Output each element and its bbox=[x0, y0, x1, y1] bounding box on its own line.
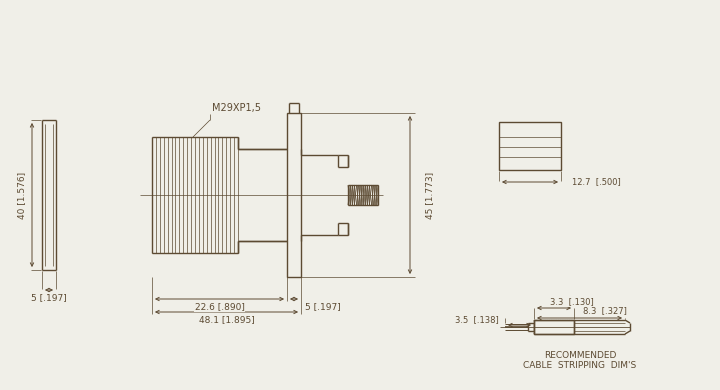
Text: 3.5  [.138]: 3.5 [.138] bbox=[455, 316, 499, 324]
Text: 40 [1.576]: 40 [1.576] bbox=[17, 172, 27, 218]
Text: RECOMMENDED: RECOMMENDED bbox=[544, 351, 616, 360]
Text: 5 [.197]: 5 [.197] bbox=[31, 294, 67, 303]
Text: 48.1 [1.895]: 48.1 [1.895] bbox=[199, 316, 254, 324]
Text: CABLE  STRIPPING  DIM'S: CABLE STRIPPING DIM'S bbox=[523, 360, 636, 369]
Bar bbox=[534, 320, 574, 334]
Text: M29XP1,5: M29XP1,5 bbox=[212, 103, 261, 113]
Bar bbox=[499, 122, 561, 170]
Text: 5 [.197]: 5 [.197] bbox=[305, 303, 341, 312]
Text: 8.3  [.327]: 8.3 [.327] bbox=[582, 307, 626, 316]
Bar bbox=[534, 320, 574, 334]
Text: 3.3  [.130]: 3.3 [.130] bbox=[550, 298, 594, 307]
Bar bbox=[287, 113, 301, 277]
Text: 22.6 [.890]: 22.6 [.890] bbox=[194, 303, 244, 312]
Text: 12.7  [.500]: 12.7 [.500] bbox=[572, 177, 621, 186]
Text: 45 [1.773]: 45 [1.773] bbox=[426, 172, 434, 218]
